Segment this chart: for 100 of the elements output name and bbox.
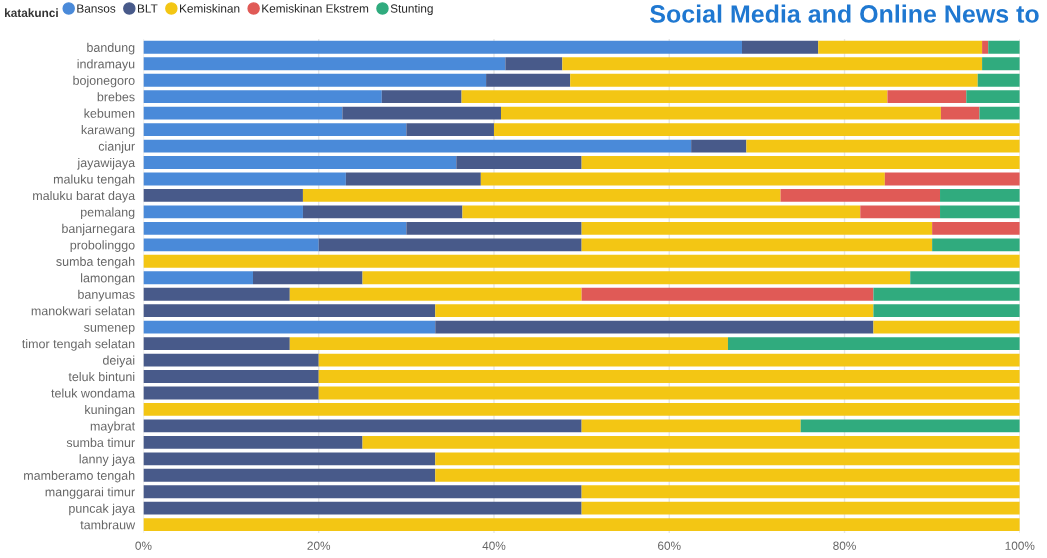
y-tick-label: banjarnegara <box>62 223 136 236</box>
bar <box>800 419 1020 433</box>
bar <box>977 73 1020 87</box>
x-tick-label: 80% <box>833 541 856 550</box>
bar <box>932 221 1020 235</box>
bar <box>979 106 1020 120</box>
bar <box>143 221 407 235</box>
bar <box>505 57 563 71</box>
y-tick-label: manggarai timur <box>45 487 135 499</box>
bar <box>143 123 407 137</box>
bar <box>435 468 1020 482</box>
y-tick-label: tambrauw <box>80 520 136 530</box>
bar <box>345 172 481 186</box>
bar <box>143 73 487 87</box>
legend-title: katakunci <box>5 8 58 18</box>
y-tick-label: brebes <box>97 92 135 102</box>
bar <box>289 287 582 301</box>
bar <box>143 518 1020 532</box>
y-tick-label: cianjur <box>98 141 135 154</box>
bar <box>143 468 436 482</box>
bar <box>143 287 290 301</box>
y-tick-label: teluk wondama <box>51 388 136 398</box>
bar <box>143 106 343 120</box>
bar <box>143 353 319 367</box>
bar <box>143 40 742 54</box>
bar <box>362 271 911 285</box>
y-tick-label: timor tengah selatan <box>22 339 135 351</box>
bar <box>143 435 363 449</box>
y-tick-label: banyumas <box>78 289 135 302</box>
y-tick-label: sumba tengah <box>56 256 135 269</box>
bar <box>873 287 1020 301</box>
bar <box>406 221 582 235</box>
bar <box>289 337 728 351</box>
y-tick-label: lamongan <box>81 273 135 285</box>
y-tick-label: manokwari selatan <box>31 306 135 316</box>
bar <box>581 238 933 252</box>
bar <box>143 156 457 169</box>
bar <box>456 156 582 169</box>
bar <box>143 501 582 515</box>
y-tick-label: teluk bintuni <box>68 371 135 382</box>
legend-label: BLT <box>137 4 158 13</box>
y-tick-label: maluku barat daya <box>33 190 136 203</box>
bar <box>581 156 1020 169</box>
bar <box>318 370 1020 383</box>
bar <box>143 238 319 252</box>
bar <box>940 205 1020 219</box>
bar <box>486 73 571 87</box>
y-tick-label: karawang <box>81 125 135 137</box>
y-tick-label: sumba timur <box>66 437 135 448</box>
bar <box>940 106 980 120</box>
bar <box>143 419 582 433</box>
bar <box>318 386 1020 400</box>
y-tick-label: sumenep <box>84 324 135 335</box>
bar <box>780 189 941 202</box>
bar <box>302 205 463 219</box>
x-tick-label: 60% <box>658 541 681 550</box>
bar <box>932 238 1020 252</box>
bar <box>406 123 494 137</box>
chart-title: Social Media and Online News to <box>650 4 1039 23</box>
bar <box>581 485 1020 499</box>
y-tick-label: deiyai <box>102 355 135 368</box>
bar <box>741 40 819 54</box>
bar <box>500 106 941 120</box>
bar <box>143 320 436 334</box>
bar <box>873 320 1020 334</box>
y-tick-label: puncak jaya <box>69 503 136 516</box>
bar <box>982 40 989 54</box>
bar <box>982 57 1020 71</box>
bar <box>143 139 692 153</box>
x-tick-label: 0% <box>135 541 152 550</box>
y-tick-label: indramayu <box>77 59 135 71</box>
bar <box>318 353 1020 367</box>
bar <box>461 90 888 104</box>
y-tick-label: bojonegoro <box>73 75 135 88</box>
legend-label: Bansos <box>77 4 116 13</box>
bar <box>143 254 1020 268</box>
bar <box>493 123 1020 137</box>
y-tick-label: mamberamo tengah <box>24 470 135 483</box>
bar <box>143 57 506 71</box>
legend-label: Kemiskinan Ekstrem <box>262 4 369 13</box>
bar <box>143 304 436 318</box>
bar <box>435 452 1020 466</box>
bar <box>887 90 967 104</box>
bar <box>818 40 983 54</box>
bar <box>143 337 290 351</box>
bar <box>435 320 874 334</box>
y-tick-label: bandung <box>87 42 135 55</box>
bar <box>381 90 462 104</box>
bar <box>302 189 781 202</box>
y-tick-label: maluku tengah <box>53 174 135 187</box>
y-tick-label: jayawijaya <box>77 157 136 170</box>
bar <box>342 106 501 120</box>
y-tick-label: kebumen <box>84 108 135 118</box>
bar <box>746 139 1020 153</box>
bar <box>435 304 874 318</box>
bar <box>581 221 933 235</box>
bar <box>940 189 1020 202</box>
bar <box>143 189 303 202</box>
bar <box>143 452 436 466</box>
y-tick-label: maybrat <box>90 421 136 434</box>
